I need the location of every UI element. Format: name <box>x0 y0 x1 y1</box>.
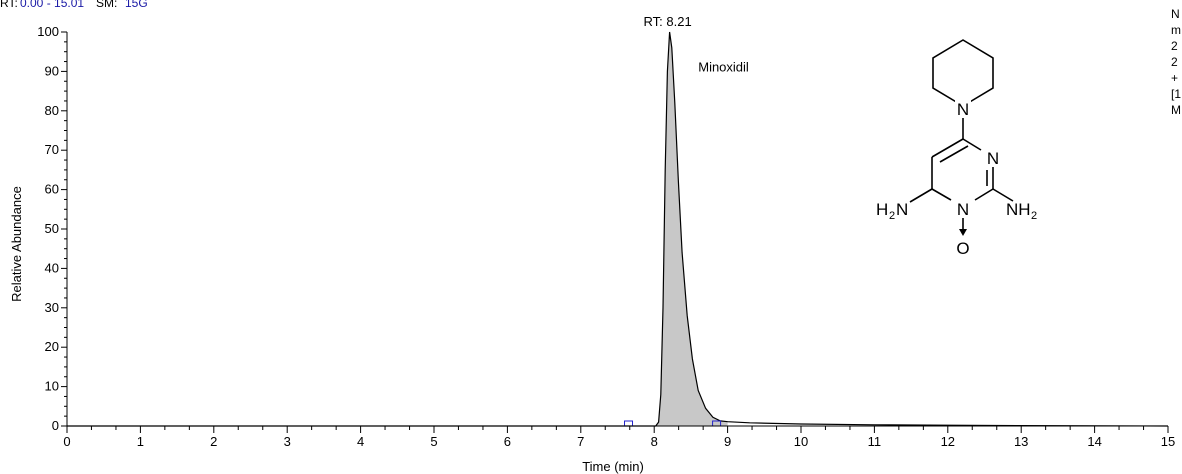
compound-name-annotation: Minoxidil <box>698 60 749 75</box>
y-tick-label: 0 <box>52 418 59 433</box>
y-tick-label: 80 <box>45 103 59 118</box>
bond-c2-n1 <box>974 188 994 201</box>
y-tick-label: 50 <box>45 221 59 236</box>
side-text-line: M <box>1171 103 1181 117</box>
atom-oxygen: O <box>956 239 969 258</box>
x-tick-label: 10 <box>794 434 808 449</box>
y-tick-label: 30 <box>45 300 59 315</box>
side-text-line: m <box>1171 23 1181 37</box>
side-text-line: [1 <box>1171 87 1181 101</box>
header-rt-label: RT: <box>0 0 18 10</box>
y-axis-label: Relative Abundance <box>9 186 24 302</box>
bond-c6-n1 <box>931 188 952 201</box>
x-tick-label: 8 <box>651 434 658 449</box>
y-tick-label: 90 <box>45 63 59 78</box>
side-text-line: + <box>1171 71 1178 85</box>
x-tick-label: 5 <box>430 434 437 449</box>
y-axis-ticks: 0 10 20 30 40 50 60 70 80 90 100 <box>37 24 67 433</box>
y-tick-label: 60 <box>45 182 59 197</box>
piperidine-ring <box>932 39 994 107</box>
baseline-marker <box>624 420 634 427</box>
plot-area <box>67 31 1169 427</box>
atom-n1: N <box>957 200 969 219</box>
y-tick-label: 100 <box>37 24 59 39</box>
x-tick-label: 2 <box>210 434 217 449</box>
annotations: RT: 8.21 Minoxidil <box>644 14 749 75</box>
side-text-line: 2 <box>1171 39 1178 53</box>
arrow-head-icon <box>959 229 967 236</box>
atom-nh2: NH <box>1006 200 1031 219</box>
atom-h2n-n: N <box>896 200 908 219</box>
peak-series-line <box>67 31 1169 427</box>
y-tick-label: 20 <box>45 339 59 354</box>
x-tick-label: 14 <box>1087 434 1101 449</box>
x-tick-label: 15 <box>1161 434 1175 449</box>
x-tick-label: 11 <box>868 434 882 449</box>
axes: 0 1 2 3 4 5 6 7 8 9 10 11 12 13 14 15 01020304050607080… <box>37 24 1175 449</box>
x-tick-label: 13 <box>1014 434 1028 449</box>
y-tick-label: 70 <box>45 142 59 157</box>
bond-c2-nh2 <box>992 188 1014 202</box>
atom-nh2-sub: 2 <box>1031 210 1037 222</box>
header-sm-label: SM: <box>96 0 117 10</box>
x-tick-label: 6 <box>504 434 511 449</box>
header-sm-value: 15G <box>125 0 148 10</box>
x-tick-label: 3 <box>284 434 291 449</box>
peak-rt-annotation: RT: 8.21 <box>644 14 692 29</box>
structure-atoms: N N N H 2 N NH 2 O <box>876 100 1037 258</box>
bond-c4-c5 <box>931 138 964 158</box>
atom-h2n-sub: 2 <box>889 210 895 222</box>
side-text-line: N <box>1171 7 1180 21</box>
x-tick-label: 9 <box>724 434 731 449</box>
x-tick-label: 7 <box>577 434 584 449</box>
side-text-line: 2 <box>1171 55 1178 69</box>
x-tick-label: 1 <box>137 434 144 449</box>
x-tick-label: 12 <box>941 434 955 449</box>
y-tick-label: 10 <box>45 379 59 394</box>
x-axis-ticks: 0 1 2 3 4 5 6 7 8 9 10 11 12 13 14 15 <box>63 426 1175 449</box>
header-rt-range: 0.00 - 15.01 <box>20 0 84 10</box>
side-text-column: Nm 2 2 + [1 M <box>1171 7 1181 117</box>
atom-n-piperidine: N <box>957 100 969 119</box>
peak-fill-area <box>655 32 728 426</box>
x-tick-label: 0 <box>63 434 70 449</box>
atom-h2n-h: H <box>876 200 888 219</box>
y-tick-label: 40 <box>45 260 59 275</box>
atom-n3: N <box>987 149 999 168</box>
x-axis-label: Time (min) <box>582 459 644 474</box>
bond-c6-nh2 <box>909 188 933 203</box>
double-bond-c4-c5 <box>939 145 969 163</box>
bond-c4-n3 <box>962 138 982 151</box>
x-tick-label: 4 <box>357 434 364 449</box>
